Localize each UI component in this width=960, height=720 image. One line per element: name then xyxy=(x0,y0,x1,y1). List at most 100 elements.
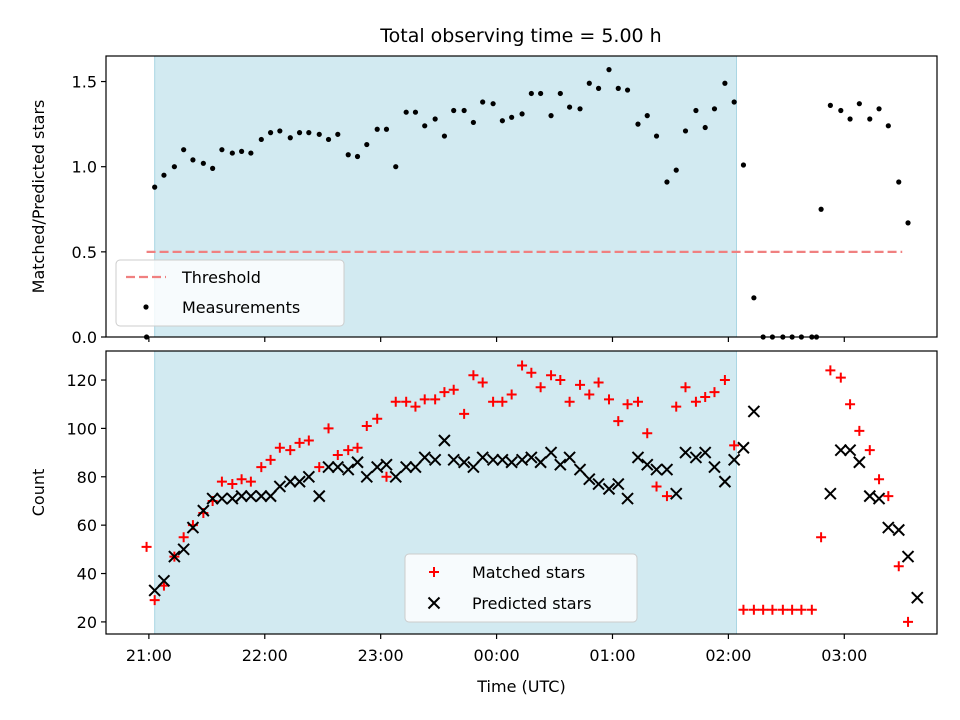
axes-frame xyxy=(105,350,938,635)
x-tick-label: 23:00 xyxy=(358,646,404,665)
data-point xyxy=(380,458,393,471)
data-point xyxy=(709,387,720,398)
data-point xyxy=(168,550,181,563)
data-point xyxy=(302,470,316,483)
data-point xyxy=(496,453,509,467)
data-point xyxy=(332,450,343,461)
data-point xyxy=(210,165,216,171)
data-point xyxy=(148,584,161,597)
data-point xyxy=(818,206,824,212)
data-point xyxy=(468,370,479,381)
data-point xyxy=(438,434,451,447)
data-point xyxy=(635,121,641,127)
data-point xyxy=(583,472,596,486)
data-point xyxy=(872,492,886,505)
data-point xyxy=(602,482,616,496)
data-point xyxy=(727,453,741,467)
data-point xyxy=(284,475,297,488)
data-point xyxy=(731,99,737,105)
data-point xyxy=(824,487,837,500)
data-point xyxy=(621,492,634,505)
series-predicted-stars xyxy=(148,405,924,604)
legend-predicted-swatch xyxy=(427,596,441,610)
data-point xyxy=(364,141,370,148)
data-point xyxy=(615,85,621,91)
data-point xyxy=(476,451,489,464)
data-point xyxy=(412,109,419,115)
data-point xyxy=(592,477,605,491)
data-point xyxy=(586,80,592,86)
data-point xyxy=(215,492,229,505)
data-point xyxy=(544,446,558,459)
data-point xyxy=(548,113,554,119)
data-point xyxy=(335,131,341,137)
data-point xyxy=(834,443,848,457)
legend-predicted-label: Predicted stars xyxy=(472,594,592,613)
data-point xyxy=(389,470,402,483)
data-point xyxy=(157,574,171,587)
data-point xyxy=(893,561,904,572)
data-point xyxy=(573,463,587,476)
x-axis-label: Time (UTC) xyxy=(476,677,565,696)
data-point xyxy=(515,453,529,467)
y-tick-label: 0.0 xyxy=(72,328,97,347)
data-point xyxy=(825,365,836,376)
data-point xyxy=(467,460,480,474)
data-point xyxy=(345,152,351,158)
data-point xyxy=(718,475,732,488)
data-point xyxy=(149,595,160,606)
data-point xyxy=(171,164,177,170)
data-point xyxy=(827,102,833,108)
data-point xyxy=(323,423,334,434)
data-point xyxy=(216,476,227,487)
data-point xyxy=(525,451,538,464)
data-point xyxy=(361,420,372,431)
data-point xyxy=(641,458,654,471)
data-point xyxy=(519,111,525,117)
data-point xyxy=(693,107,699,114)
data-point xyxy=(343,445,354,456)
data-point xyxy=(708,460,721,474)
data-point xyxy=(722,80,728,86)
data-point xyxy=(226,492,239,505)
data-point xyxy=(354,153,361,160)
data-point xyxy=(651,481,662,492)
data-point xyxy=(505,456,518,469)
data-point xyxy=(265,454,276,465)
data-point xyxy=(905,220,911,226)
data-point xyxy=(285,445,296,456)
data-point xyxy=(577,106,583,112)
data-point xyxy=(273,480,287,493)
data-point xyxy=(671,401,682,412)
data-point xyxy=(409,460,422,474)
data-point xyxy=(538,90,544,97)
data-point xyxy=(267,130,274,136)
data-point xyxy=(853,456,866,469)
data-point xyxy=(856,101,862,107)
data-point xyxy=(843,443,857,457)
data-point xyxy=(737,441,750,454)
data-point xyxy=(679,446,692,459)
data-point xyxy=(381,471,392,482)
data-point xyxy=(847,116,853,122)
data-point xyxy=(499,118,505,124)
data-point xyxy=(738,604,749,615)
data-point xyxy=(892,523,905,537)
data-point xyxy=(383,126,390,132)
data-point xyxy=(622,399,633,410)
data-point xyxy=(428,453,442,467)
data-point xyxy=(528,90,534,97)
data-point xyxy=(546,370,557,381)
data-point xyxy=(418,451,431,464)
legend: Threshold Measurements xyxy=(115,259,345,327)
data-point xyxy=(245,476,256,487)
data-point xyxy=(294,437,305,448)
data-point xyxy=(631,451,645,464)
legend-box xyxy=(115,259,345,327)
top-panel: 0.0 0.5 1.0 1.5 Matched/Predicted stars Thres… xyxy=(29,55,938,347)
data-point xyxy=(632,396,643,407)
legend-matched-label: Matched stars xyxy=(472,563,585,582)
data-point xyxy=(374,126,380,132)
data-point xyxy=(401,396,412,407)
data-point xyxy=(186,521,200,534)
